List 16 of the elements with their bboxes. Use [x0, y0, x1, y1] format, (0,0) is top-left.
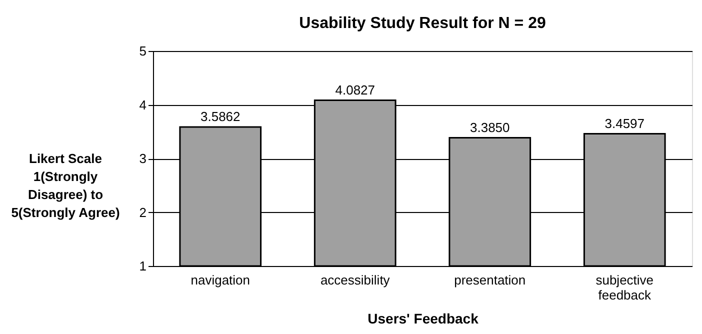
- x-tick-label: navigation: [190, 272, 250, 288]
- y-tick-label: 4: [139, 97, 146, 112]
- y-tick-label: 2: [139, 204, 146, 220]
- y-tick-label: 5: [139, 44, 146, 58]
- y-tick-label: 3: [139, 151, 146, 166]
- x-tick-label: accessibility: [320, 272, 390, 288]
- data-label: 3.4597: [604, 116, 645, 131]
- data-label: 3.3850: [470, 120, 510, 135]
- data-label: 4.0827: [335, 82, 376, 98]
- x-tick-label: subjective feedback: [596, 272, 654, 302]
- y-tick-label: 1: [139, 258, 146, 274]
- x-axis-title: Users' Feedback: [368, 310, 479, 326]
- x-tick-label: presentation: [454, 272, 526, 288]
- chart-title: Usability Study Result for N = 29: [299, 15, 546, 32]
- data-label: 3.5862: [200, 108, 240, 124]
- y-axis-title: Likert Scale 1(Strongly Disagree) to 5(Strongly Agree): [11, 151, 120, 220]
